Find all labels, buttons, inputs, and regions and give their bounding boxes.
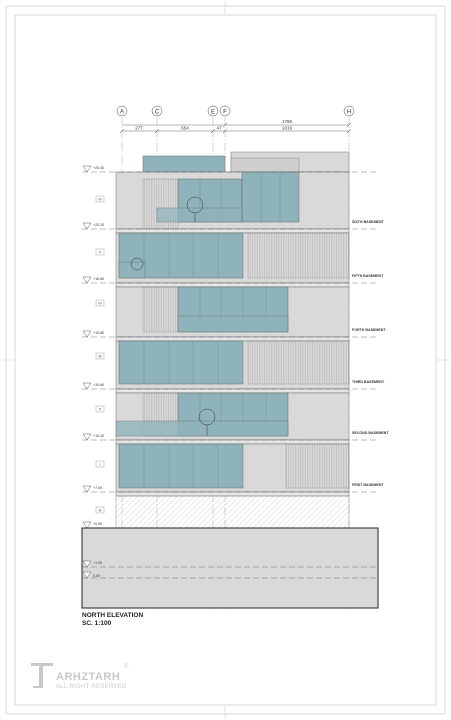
floor-tag: V [95,248,105,256]
grid-axis-f-label: F [223,110,227,116]
floor-labels: SIXTH BASEMENT FIFTH BASEMENT FORTH BASE… [352,220,389,487]
level-elevation: +10.40 [93,434,104,438]
svg-text:IV: IV [98,302,102,306]
level-elevation: 0.00 [93,574,100,578]
floor-label: FIFTH BASEMENT [352,274,384,278]
level-elevation: +0.00 [93,522,102,526]
grid-axis-h-label: H [347,110,351,116]
floor-label: FORTH BASEMENT [352,328,386,332]
logo-tagline: ALL RIGHT RESERVED [56,684,127,690]
floor-tag: IV [95,299,105,307]
floor-tags: VI V IV III II I G [95,195,105,514]
building-elevation [81,151,379,609]
level-marker: +0.00 [82,521,102,529]
underground-section [81,527,379,609]
ground-floor-hatch [115,495,350,529]
tree-symbol [130,257,144,271]
floor-tag: I [95,460,105,468]
level-elevation: +7.00 [93,486,102,490]
floor-forth-basement [115,286,350,338]
floor-label: SECOND BASEMENT [352,431,389,435]
floor-tag: III [95,352,105,360]
grid-axis-c-label: C [155,110,160,116]
svg-text:II: II [99,408,101,412]
svg-text:V: V [99,251,102,255]
drawing-title-block: NORTH ELEVATION SC. 1:100 [82,612,202,628]
registered-mark: ® [124,664,129,670]
dimension-lines: 1796 277 654 47 1019 [119,119,352,134]
floor-fifth-basement [115,232,350,284]
level-marker: +20.20 [82,222,104,230]
grid-axis-e-label: E [211,110,215,116]
dimension-overall: 1796 [282,119,293,124]
logo-wordmark: ARHZTARH [56,671,121,683]
floor-tag: G [95,506,105,514]
logo: ARHZTARH ALL RIGHT RESERVED ® [30,656,140,696]
level-marker: +7.00 [82,485,102,493]
floor-tag: II [95,405,105,413]
floor-label: THIRD BASEMENT [352,380,385,384]
level-marker: +1.05 [82,560,102,568]
dimension-segment-1: 277 [135,126,143,131]
level-lines [82,171,378,579]
level-elevation: +20.40 [93,166,104,170]
level-marker: +10.60 [82,382,104,390]
svg-text:III: III [99,355,102,359]
svg-text:I: I [100,463,101,467]
dimension-segment-4: 1019 [282,126,293,131]
level-elevation: +20.20 [93,223,104,227]
floor-sixth-basement [115,171,350,230]
level-marker: +20.40 [82,165,104,173]
level-elevation: +10.60 [93,383,104,387]
level-marker: +16.80 [82,276,104,284]
floor-tag: VI [95,195,105,203]
level-elevation: +1.05 [93,561,102,565]
dimension-segment-2: 654 [181,126,189,131]
floor-first-basement [115,443,350,493]
level-markers: +20.40 +20.20 +16.80 +10.80 +10.60 +10.4… [82,165,104,579]
drawing-scale: SC. 1:100 [82,620,112,627]
level-marker: +10.80 [82,330,104,338]
level-marker: +10.40 [82,433,104,441]
level-marker: 0.00 [82,571,100,579]
floor-label: FIRST BASEMENT [352,483,384,487]
logo-mark-icon [31,663,53,688]
svg-text:VI: VI [98,198,101,202]
drawing-title: NORTH ELEVATION [82,612,144,619]
floor-third-basement [115,340,350,390]
floor-second-basement [115,392,350,441]
dimension-segment-3: 47 [216,126,222,131]
level-elevation: +10.80 [93,331,104,335]
rooftop-structure [142,151,350,173]
floor-label: SIXTH BASEMENT [352,220,385,224]
grid-axis-a-label: A [120,110,124,116]
level-elevation: +16.80 [93,277,104,281]
svg-text:G: G [99,509,102,513]
